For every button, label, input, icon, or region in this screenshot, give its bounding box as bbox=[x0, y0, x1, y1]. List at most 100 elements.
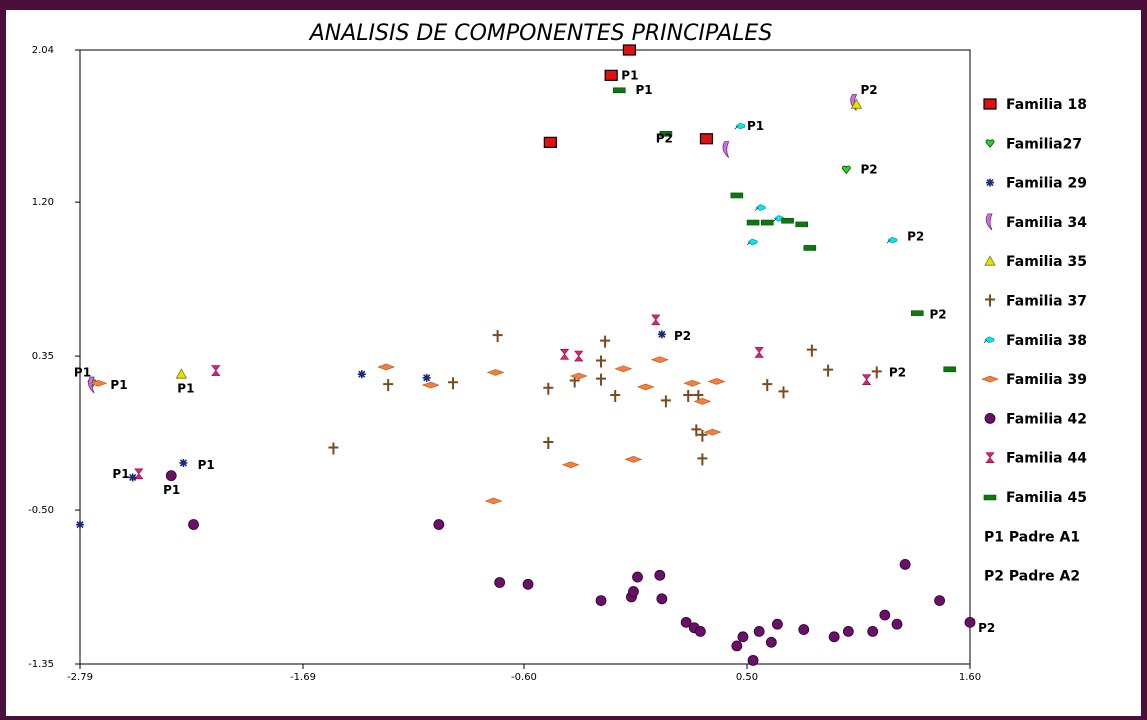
point-familia-37 bbox=[600, 335, 611, 348]
point-familia-42 bbox=[899, 558, 911, 570]
point-familia-42 bbox=[891, 618, 903, 630]
point-familia-45 bbox=[730, 192, 744, 199]
legend-label-familia-39: Familia 39 bbox=[1006, 372, 1087, 388]
point-familia-42 bbox=[628, 586, 639, 597]
point-familia-44 bbox=[211, 365, 221, 376]
point-familia-42 bbox=[798, 624, 810, 635]
point-familia-37 bbox=[823, 364, 834, 377]
point-annotation: P1 bbox=[635, 83, 652, 97]
point-familia-42 bbox=[867, 625, 879, 637]
legend-label-familia-34: Familia 34 bbox=[1006, 215, 1087, 231]
plot-area-frame bbox=[79, 49, 971, 665]
point-familia-34 bbox=[722, 141, 730, 158]
point-familia-42 bbox=[165, 470, 177, 482]
point-familia-29 bbox=[657, 330, 666, 339]
y-tick-label: 1.20 bbox=[32, 197, 54, 208]
point-annotation: P2 bbox=[889, 365, 906, 379]
point-familia-18 bbox=[604, 69, 618, 81]
point-familia-37 bbox=[543, 382, 554, 395]
point-annotation: P1 bbox=[74, 365, 91, 379]
legend-icon-familia-37 bbox=[985, 294, 995, 307]
point-familia-39 bbox=[421, 381, 440, 389]
pca-scatter-chart: ANALISIS DE COMPONENTES PRINCIPALES -2.7… bbox=[28, 21, 1087, 683]
point-familia27 bbox=[841, 165, 851, 175]
legend-label-familia-45: Familia 45 bbox=[1006, 490, 1087, 506]
point-familia-39 bbox=[614, 365, 633, 373]
legend-label-familia27: Familia27 bbox=[1006, 136, 1082, 152]
point-familia-45 bbox=[803, 245, 817, 251]
point-familia-44 bbox=[754, 347, 764, 358]
point-familia-38 bbox=[754, 204, 766, 211]
legend-icon-familia-29 bbox=[986, 178, 994, 187]
y-tick-label: -0.50 bbox=[28, 505, 54, 516]
chart-title: ANALISIS DE COMPONENTES PRINCIPALES bbox=[308, 21, 773, 46]
point-familia-42 bbox=[654, 569, 666, 581]
point-familia-39 bbox=[693, 398, 712, 405]
point-familia-39 bbox=[650, 356, 669, 364]
point-familia-29 bbox=[179, 458, 188, 467]
point-familia-37 bbox=[328, 442, 339, 455]
point-familia-37 bbox=[697, 453, 708, 466]
chart-panel: ANALISIS DE COMPONENTES PRINCIPALES -2.7… bbox=[6, 10, 1141, 716]
legend-label-familia-42: Familia 42 bbox=[1006, 411, 1087, 427]
point-familia-39 bbox=[624, 456, 643, 463]
point-familia-39 bbox=[561, 461, 580, 469]
legend-icon-familia-39 bbox=[981, 375, 999, 383]
point-annotation: P2 bbox=[674, 329, 691, 343]
y-tick-label: 2.04 bbox=[32, 45, 54, 56]
point-annotation: P2 bbox=[861, 83, 878, 97]
point-familia-34 bbox=[850, 94, 858, 111]
point-familia-45 bbox=[659, 131, 673, 137]
point-familia-37 bbox=[492, 330, 503, 343]
point-familia-45 bbox=[943, 366, 957, 373]
legend-icon-familia-44 bbox=[985, 452, 995, 464]
point-familia-42 bbox=[772, 618, 783, 630]
point-familia-42 bbox=[765, 636, 777, 648]
point-familia-45 bbox=[612, 87, 626, 94]
point-familia-29 bbox=[422, 373, 431, 382]
point-familia-42 bbox=[747, 654, 759, 666]
point-familia-45 bbox=[760, 219, 774, 226]
point-familia-42 bbox=[188, 519, 199, 530]
point-familia-37 bbox=[871, 366, 882, 379]
point-familia-42 bbox=[731, 640, 743, 652]
legend-label-familia-29: Familia 29 bbox=[1006, 176, 1087, 192]
point-familia-39 bbox=[636, 383, 655, 391]
point-familia-39 bbox=[683, 379, 702, 387]
point-familia-37 bbox=[596, 373, 607, 386]
x-tick-label: -1.69 bbox=[290, 672, 316, 683]
point-annotation: P1 bbox=[110, 378, 127, 392]
point-familia-34 bbox=[87, 376, 95, 394]
x-tick-label: -0.60 bbox=[511, 672, 537, 683]
point-familia-38 bbox=[886, 236, 898, 244]
legend-icon-familia-18 bbox=[983, 98, 997, 110]
point-annotation: P1 bbox=[163, 483, 180, 497]
point-familia-42 bbox=[656, 593, 668, 605]
point-familia-37 bbox=[543, 437, 554, 450]
legend-label-familia-37: Familia 37 bbox=[1006, 294, 1087, 310]
point-annotation: P1 bbox=[177, 382, 194, 396]
point-familia-39 bbox=[484, 497, 503, 505]
point-familia-44 bbox=[651, 314, 661, 326]
point-familia-42 bbox=[494, 577, 506, 588]
point-annotation: P1 bbox=[198, 458, 215, 472]
point-familia-18 bbox=[699, 133, 714, 145]
point-familia-42 bbox=[879, 609, 891, 621]
point-familia-44 bbox=[559, 348, 570, 360]
point-familia-39 bbox=[486, 369, 505, 376]
legend-icon-familia-35 bbox=[984, 255, 996, 266]
point-familia-42 bbox=[694, 625, 706, 637]
point-familia-18 bbox=[543, 136, 557, 148]
point-familia-29 bbox=[357, 370, 366, 379]
point-familia-18 bbox=[622, 44, 637, 56]
point-familia-38 bbox=[746, 238, 758, 246]
point-familia-42 bbox=[964, 616, 976, 628]
legend-label-familia-18: Familia 18 bbox=[1006, 97, 1087, 113]
point-familia-35 bbox=[175, 368, 188, 379]
point-familia-42 bbox=[522, 578, 534, 590]
point-familia-45 bbox=[910, 310, 924, 316]
point-familia-45 bbox=[795, 221, 809, 228]
point-familia-37 bbox=[683, 389, 694, 402]
point-familia-37 bbox=[660, 395, 671, 408]
